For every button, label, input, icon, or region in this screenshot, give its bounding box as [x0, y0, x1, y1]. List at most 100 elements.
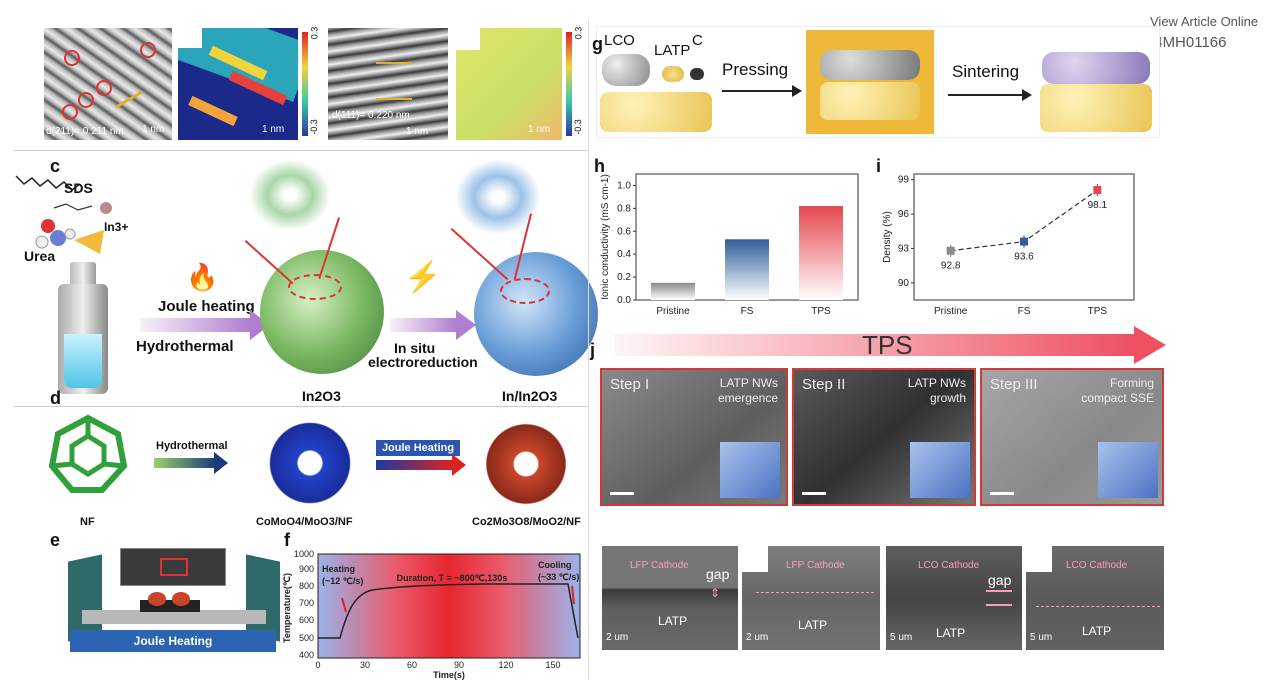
panel-label-g: g [592, 34, 603, 54]
panel-label-f: f [284, 530, 290, 550]
k1-cathode: LFP Cathode [630, 560, 689, 571]
f-xtick-2: 60 [407, 660, 417, 670]
panel-g-latp-label: LATP [654, 42, 691, 59]
f-xtick-0: 0 [315, 660, 320, 670]
panel-c-arrow-1 [140, 318, 250, 332]
panel-f-temperature-chart: 400 500 600 700 800 900 1000 0 30 60 90 … [282, 549, 581, 680]
step-2-title: Step II [802, 376, 846, 393]
i-point-tps [1093, 186, 1102, 195]
panel-c-molecule-diagram [15, 175, 112, 254]
panel-g-sintering-label: Sintering [952, 62, 1020, 81]
i-xtick-label: TPS [1088, 306, 1108, 317]
como-structure [262, 418, 358, 508]
panel-h-bar-chart: 0.0 0.2 0.4 0.6 0.8 1.0 Pristine FS TPS Ionic con… [600, 173, 859, 317]
step-2-desc1: LATP NWs [907, 376, 966, 390]
k1-gap: gap [706, 566, 730, 582]
f-ytick-4: 800 [299, 581, 314, 591]
panel-i-line-chart: 90 93 96 99 92.8 Pristine 93.6 FS 98.1 TPS Density… [882, 173, 1135, 317]
panel-a-cbar-bottom: -0.3 [308, 119, 319, 135]
divider-middle [14, 406, 588, 407]
h-ytick-label: 0.4 [617, 249, 631, 260]
l1-cathode: LCO Cathode [918, 560, 980, 571]
panel-d-como-label: CoMoO4/MoO3/NF [256, 516, 353, 528]
i-plot-frame [913, 173, 1135, 301]
latp-substrate-1 [600, 92, 712, 132]
i-ytick-label: 96 [898, 209, 910, 220]
sintered-sample-bottom [1040, 84, 1152, 132]
f-ytick-2: 600 [299, 615, 314, 625]
f-heating: Heating [322, 564, 355, 574]
h-ytick-label: 0.2 [617, 272, 631, 283]
pressing-arrow [722, 90, 794, 92]
autoclave-icon [70, 262, 96, 286]
k2-scale: 2 um [746, 632, 769, 643]
panel-d-hydro-label: Hydrothermal [156, 440, 228, 452]
step-2-desc2: growth [929, 391, 966, 405]
panel-c-in2o3-label: In2O3 [302, 388, 341, 404]
panel-c-insitu-2: electroreduction [368, 354, 478, 370]
k2-latp: LATP [798, 618, 828, 632]
i-value-label: 92.8 [941, 261, 961, 272]
l2-latp: LATP [1082, 624, 1112, 638]
f-ytick-6: 1000 [294, 549, 314, 559]
panel-b-cbar-bottom: -0.3 [572, 119, 583, 135]
tps-arrow-body [614, 334, 1136, 356]
h-xtick-label: FS [741, 306, 754, 317]
step-1-title: Step I [610, 376, 650, 393]
f-xtick-5: 150 [545, 660, 560, 670]
h-ytick-label: 0.8 [617, 203, 631, 214]
autoclave-body [58, 284, 108, 394]
view-article-link[interactable]: View Article Online [1150, 14, 1259, 29]
h-ytick-label: 0.0 [617, 295, 631, 306]
in2o3-fluffy-top [250, 160, 330, 230]
l2-scale: 5 um [1030, 632, 1053, 643]
panel-label-e: e [50, 530, 61, 550]
i-ytick-label: 93 [898, 243, 910, 254]
i-ytick-label: 99 [898, 175, 910, 186]
panel-label-h: h [594, 156, 605, 176]
panel-a-colorbar [302, 32, 308, 136]
arrow-head-2 [456, 310, 476, 340]
divider-top [14, 150, 588, 151]
f-cooling: Cooling [538, 560, 572, 570]
h-xtick-label: TPS [811, 306, 831, 317]
k1-scale: 2 um [606, 632, 629, 643]
f-ytick-3: 700 [299, 598, 314, 608]
panel-l-sem-1: LCO Cathode gap LATP 5 um [886, 546, 1022, 650]
panel-d-arrow-1 [154, 458, 216, 468]
panel-b-scale2: 1 nm [528, 124, 551, 135]
in2o3-zoom-circle [288, 274, 342, 300]
panel-b-colorbar [566, 32, 572, 136]
panel-d-arrow-2 [376, 460, 452, 470]
l1-gap: gap [988, 572, 1012, 588]
f-xlabel: Time(s) [433, 670, 465, 680]
tps-arrow-head [1134, 326, 1166, 364]
panel-d-joule-label: Joule Heating [376, 440, 460, 456]
latp-spheres [662, 66, 684, 82]
panel-d-nf-label: NF [80, 516, 95, 528]
l1-scale: 5 um [890, 632, 913, 643]
zoom-line-3 [450, 228, 509, 281]
in-in2o3-sphere [474, 252, 598, 376]
i-point-fs [1020, 237, 1028, 246]
joule-heating-setup: Joule Heating [68, 544, 280, 656]
f-ytick-5: 900 [299, 564, 314, 574]
k2-cathode: LFP Cathode [786, 560, 845, 571]
h-bar-pristine [651, 282, 695, 300]
panel-c-arrow-2 [390, 318, 456, 332]
panel-label-i: i [876, 156, 882, 176]
h-ytick-label: 0.6 [617, 226, 631, 237]
lightning-icon: ⚡ [404, 261, 442, 294]
step-3-image: Step III Forming compact SSE [980, 368, 1164, 506]
h-ylabel: Ionic conductivity (mS cm-1) [600, 174, 611, 300]
panel-g-lco-label: LCO [604, 32, 635, 49]
panel-g-pressing-label: Pressing [722, 60, 789, 79]
panel-a-scale2: 1 nm [262, 124, 285, 135]
h-xtick-label: Pristine [656, 306, 690, 317]
panel-c-in-in2o3-label: In/In2O3 [502, 388, 558, 404]
f-ylabel: Temperature(℃) [282, 573, 292, 643]
l1-latp: LATP [936, 626, 966, 640]
panel-a-cbar-top: 0.3 [309, 26, 320, 40]
panel-label-d: d [50, 388, 61, 408]
pressed-sample [806, 30, 934, 134]
